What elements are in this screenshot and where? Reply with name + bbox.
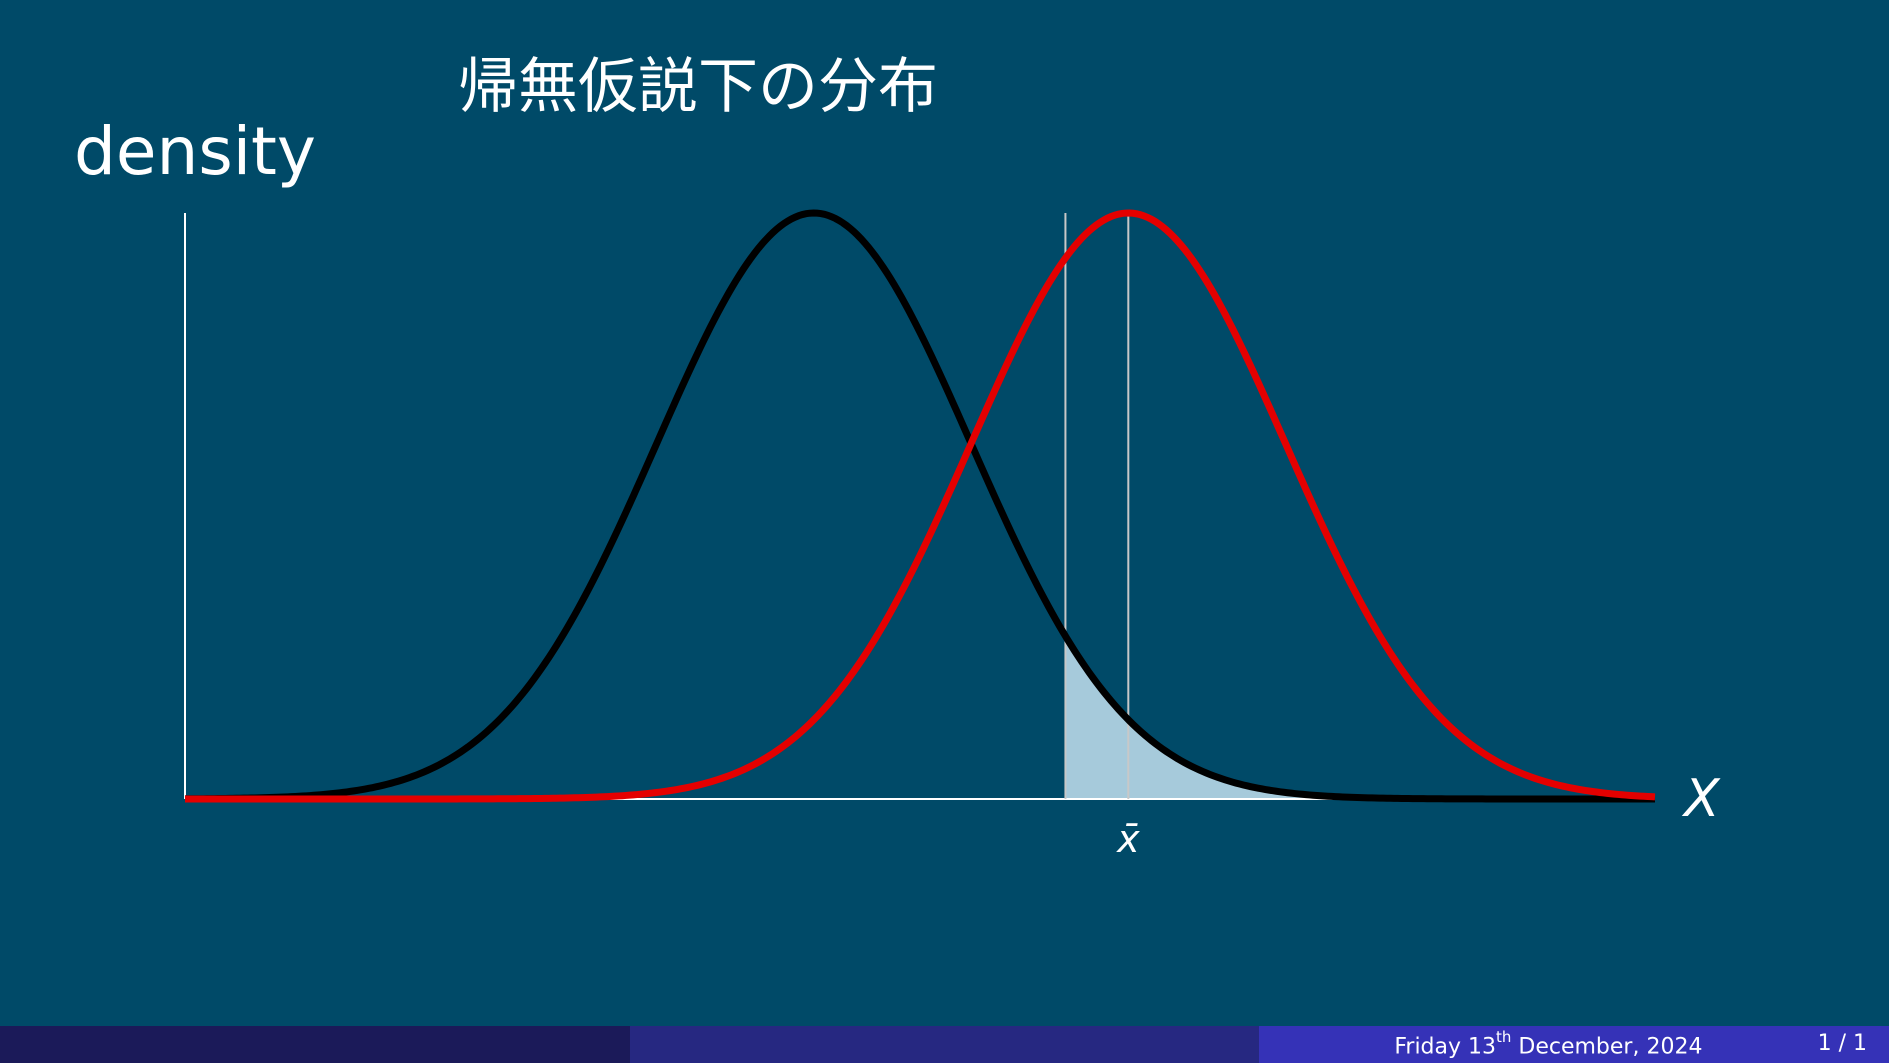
footer-bar: Friday 13th December, 2024 1 / 1 <box>0 1026 1889 1063</box>
footer-date: Friday 13th December, 2024 <box>1394 1028 1703 1060</box>
footer-day: Friday 13 <box>1394 1034 1497 1060</box>
rejection-region-shade <box>1065 636 1655 799</box>
footer-ordinal: th <box>1496 1028 1512 1046</box>
footer-segment-left <box>0 1026 630 1063</box>
footer-page-number: 1 / 1 <box>1817 1031 1868 1056</box>
xbar-label: x̄ <box>1116 817 1140 861</box>
footer-segment-right: Friday 13th December, 2024 1 / 1 <box>1259 1026 1889 1063</box>
footer-segment-middle <box>629 1026 1260 1063</box>
null-distribution-curve <box>184 209 1655 803</box>
slide-title: 帰無仮説下の分布 <box>458 52 938 122</box>
footer-month-year: December, 2024 <box>1511 1034 1703 1060</box>
alternative-distribution-curve <box>185 209 1656 803</box>
y-axis-label: density <box>74 113 316 190</box>
x-axis-label: X <box>1681 769 1721 829</box>
